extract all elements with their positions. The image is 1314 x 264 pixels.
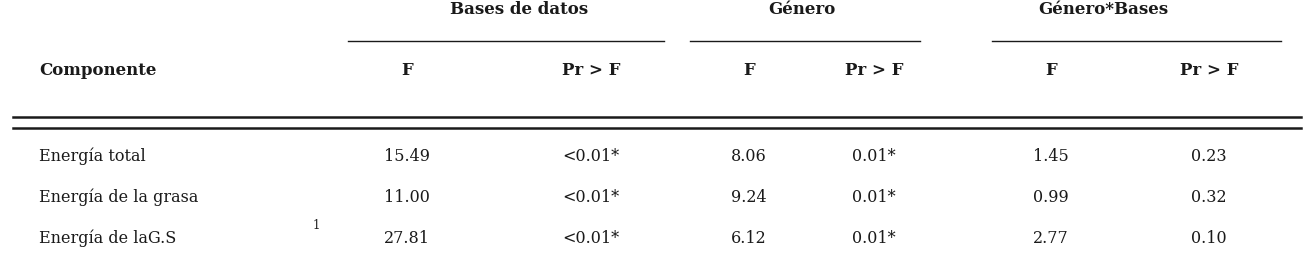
Text: <0.01*: <0.01*: [562, 189, 620, 206]
Text: 0.99: 0.99: [1033, 189, 1070, 206]
Text: 9.24: 9.24: [731, 189, 767, 206]
Text: Género*Bases: Género*Bases: [1038, 2, 1169, 18]
Text: 6.12: 6.12: [731, 230, 767, 247]
Text: Pr > F: Pr > F: [1180, 62, 1238, 79]
Text: F: F: [1046, 62, 1056, 79]
Text: 0.01*: 0.01*: [851, 148, 896, 165]
Text: Energía total: Energía total: [39, 148, 146, 165]
Text: Componente: Componente: [39, 62, 156, 79]
Text: Género: Género: [767, 2, 836, 18]
Text: Pr > F: Pr > F: [562, 62, 620, 79]
Text: 2.77: 2.77: [1033, 230, 1070, 247]
Text: 0.10: 0.10: [1190, 230, 1227, 247]
Text: Bases de datos: Bases de datos: [449, 2, 589, 18]
Text: 15.49: 15.49: [384, 148, 431, 165]
Text: 1: 1: [313, 219, 321, 232]
Text: <0.01*: <0.01*: [562, 148, 620, 165]
Text: 1.45: 1.45: [1033, 148, 1070, 165]
Text: 0.23: 0.23: [1190, 148, 1227, 165]
Text: <0.01*: <0.01*: [562, 230, 620, 247]
Text: 0.01*: 0.01*: [851, 230, 896, 247]
Text: 0.01*: 0.01*: [851, 189, 896, 206]
Text: 8.06: 8.06: [731, 148, 767, 165]
Text: Energía de laG.S: Energía de laG.S: [39, 229, 176, 247]
Text: 11.00: 11.00: [385, 189, 430, 206]
Text: F: F: [402, 62, 413, 79]
Text: 27.81: 27.81: [384, 230, 431, 247]
Text: Energía de la grasa: Energía de la grasa: [39, 188, 198, 206]
Text: Pr > F: Pr > F: [845, 62, 903, 79]
Text: 0.32: 0.32: [1190, 189, 1227, 206]
Text: F: F: [744, 62, 754, 79]
